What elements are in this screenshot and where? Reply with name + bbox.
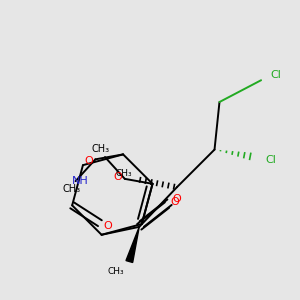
Text: CH₃: CH₃ <box>92 144 110 154</box>
Text: CH₃: CH₃ <box>107 267 124 276</box>
Text: CH₃: CH₃ <box>62 184 81 194</box>
Text: O: O <box>84 156 93 166</box>
Text: CH₃: CH₃ <box>115 169 132 178</box>
Text: O: O <box>103 221 112 231</box>
Text: O: O <box>172 194 181 204</box>
Text: O: O <box>170 197 179 207</box>
Polygon shape <box>126 227 139 262</box>
Text: Cl: Cl <box>271 70 281 80</box>
Text: Cl: Cl <box>266 155 276 166</box>
Text: O: O <box>113 172 122 182</box>
Text: NH: NH <box>72 176 88 186</box>
